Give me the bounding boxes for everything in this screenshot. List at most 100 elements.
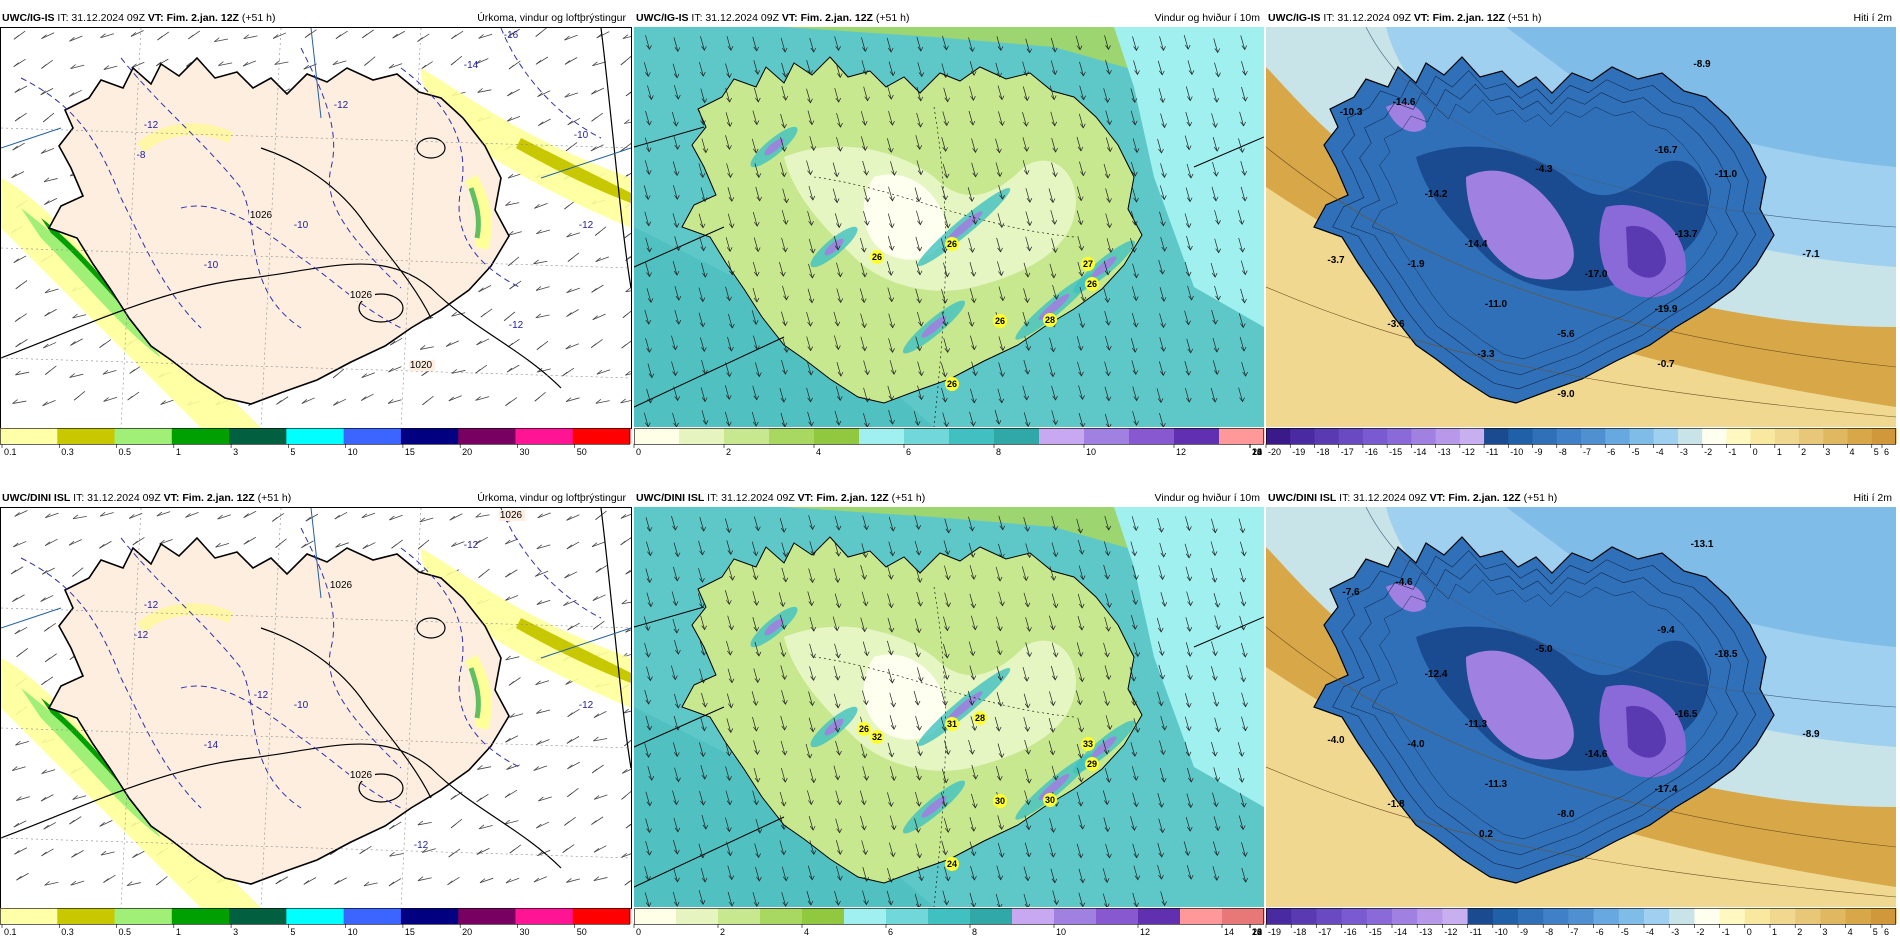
legend-tick: 10 — [348, 927, 358, 937]
wind-arrows — [643, 515, 1249, 907]
legend-tick: 18 — [1252, 927, 1262, 937]
legend-tick: 10 — [1086, 447, 1096, 457]
legend-swatch — [1012, 908, 1055, 924]
isobar-label: 1026 — [350, 290, 373, 301]
temp-label: -8.9 — [1693, 59, 1711, 70]
legend-swatch — [760, 908, 803, 924]
isotherm-label: -10 — [204, 260, 219, 271]
legend-swatch — [1823, 428, 1849, 444]
legend-tick: -14 — [1413, 447, 1426, 457]
temp-label: -17.4 — [1655, 784, 1678, 795]
legend-swatch — [1138, 908, 1181, 924]
temp-label: -14.6 — [1585, 749, 1608, 760]
temp-label: -4.3 — [1535, 164, 1553, 175]
legend-tick: 14 — [1224, 927, 1234, 937]
legend-tick: 5 — [1873, 927, 1878, 937]
isotherm-label: -14 — [204, 740, 219, 751]
legend-tick: -19 — [1268, 927, 1281, 937]
isobar-label: 1026 — [250, 210, 273, 221]
legend-swatch — [57, 428, 116, 444]
legend-swatch — [1719, 908, 1746, 924]
legend-swatch — [286, 908, 345, 924]
temp-label: -13.7 — [1675, 229, 1698, 240]
color-legend: -19 -18 -17 -16 -15 -14 -13 -12 -11 -10 -9 -8 -7 -6 -5… — [1265, 908, 1897, 948]
legend-swatch — [1605, 428, 1630, 444]
legend-tick: 0.5 — [119, 927, 132, 937]
legend-swatch — [1484, 428, 1509, 444]
model-name: UWC/IG-IS — [1268, 12, 1321, 24]
legend-tick: -13 — [1419, 927, 1432, 937]
legend-tick: 6 — [1884, 447, 1889, 457]
legend-swatch — [229, 908, 287, 924]
legend-swatch — [844, 908, 887, 924]
temperature-isolines — [20, 28, 602, 329]
legend-tick: 0 — [1753, 447, 1758, 457]
valid-time: Fim. 2.jan. 12Z — [182, 492, 255, 504]
isotherm-label: -10 — [294, 220, 309, 231]
panel-temp-dini: UWC/DINI ISL IT: 31.12.2024 09Z VT: Fim.… — [1265, 490, 1897, 950]
legend-swatch — [1847, 428, 1873, 444]
legend-swatch — [1871, 428, 1897, 444]
temp-label: -8.0 — [1557, 809, 1575, 820]
isobar-label: 1026 — [350, 770, 373, 781]
vt-label: VT: — [1413, 12, 1430, 24]
panel-wind-dini: UWC/DINI ISL IT: 31.12.2024 09Z VT: Fim.… — [633, 490, 1265, 950]
field-title: Úrkoma, vindur og loftþrýstingur — [477, 12, 626, 24]
map-temperature[interactable]: -8.9 -10.3 -14.6 -16.7 -4.3 -11.0 -14.2 -14.4 -1… — [1266, 27, 1896, 427]
temp-label: -16.7 — [1655, 145, 1678, 156]
init-time: IT: 31.12.2024 09Z — [707, 492, 795, 504]
temp-label: -14.2 — [1425, 189, 1448, 200]
valid-time: Fim. 2.jan. 12Z — [166, 12, 239, 24]
legend-swatch — [1870, 908, 1897, 924]
temp-label: -3.6 — [1387, 319, 1405, 330]
temp-label: -4.0 — [1407, 739, 1425, 750]
legend-swatch — [1411, 428, 1437, 444]
isotherm-label: -12 — [134, 630, 149, 641]
legend-swatch — [859, 428, 905, 444]
legend-tick: -1 — [1722, 927, 1730, 937]
map-precip[interactable]: -12 -14 -12 -12 1026 1026 -10 -12 -12 1026 -12 — [0, 507, 632, 909]
legend-tick: 0 — [636, 927, 641, 937]
legend-swatch — [1518, 908, 1544, 924]
lead-time: (+51 h) — [875, 12, 910, 24]
legend-swatch — [343, 428, 402, 444]
init-time: IT: 31.12.2024 09Z — [1339, 492, 1427, 504]
legend-tick: 4 — [1850, 447, 1855, 457]
field-title: Vindur og hviður í 10m — [1154, 492, 1260, 504]
latlon-grid — [1, 28, 631, 428]
legend-swatch — [114, 428, 173, 444]
legend-tick: 10 — [1056, 927, 1066, 937]
legend-tick: -1 — [1728, 447, 1736, 457]
gust-label: 24 — [947, 859, 957, 869]
map-precip[interactable]: -12 -10 -8 -14 -16 -12 -10 -12 1026 1026 1020 -10 -1… — [0, 27, 632, 429]
temp-label: -3.3 — [1477, 349, 1495, 360]
legend-swatch — [1341, 908, 1368, 924]
legend-tick: -15 — [1369, 927, 1382, 937]
legend-swatch — [679, 428, 725, 444]
map-labels: -13.1 -7.6 -4.6 -9.4 -5.0 -18.5 -12.4 -11.3 -16.… — [1327, 539, 1820, 840]
legend-tick: -3 — [1680, 447, 1688, 457]
temp-label: -8.9 — [1802, 729, 1820, 740]
legend-tick: 8 — [996, 447, 1001, 457]
legend-swatch — [1219, 428, 1265, 444]
color-legend: 0.1 0.3 0.5 1 3 5 10 15 20 30 50 — [0, 428, 631, 468]
vt-label: VT: — [781, 12, 798, 24]
isobars — [1, 28, 631, 389]
map-wind[interactable]: 26 26 26 28 26 27 26 — [634, 27, 1264, 427]
map-wind[interactable]: 31 32 24 30 30 33 29 26 28 — [634, 507, 1264, 907]
map-temperature[interactable]: -13.1 -7.6 -4.6 -9.4 -5.0 -18.5 -12.4 -11.3 -16.… — [1266, 507, 1896, 907]
lead-time: (+51 h) — [257, 492, 292, 504]
legend-tick: 10 — [348, 447, 358, 457]
legend-tick: 0.3 — [61, 447, 74, 457]
legend-swatch — [718, 908, 761, 924]
legend-swatch — [343, 908, 402, 924]
isotherm-label: -14 — [464, 60, 479, 71]
legend-tick: 1 — [1777, 447, 1782, 457]
legend-tick: 3 — [233, 447, 238, 457]
legend-swatch — [1532, 428, 1558, 444]
temperature-contours — [1266, 27, 1896, 418]
temp-label: -4.6 — [1395, 577, 1413, 588]
legend-swatch — [1568, 908, 1595, 924]
isotherm-label: -10 — [574, 130, 589, 141]
legend-tick: -7 — [1570, 927, 1578, 937]
